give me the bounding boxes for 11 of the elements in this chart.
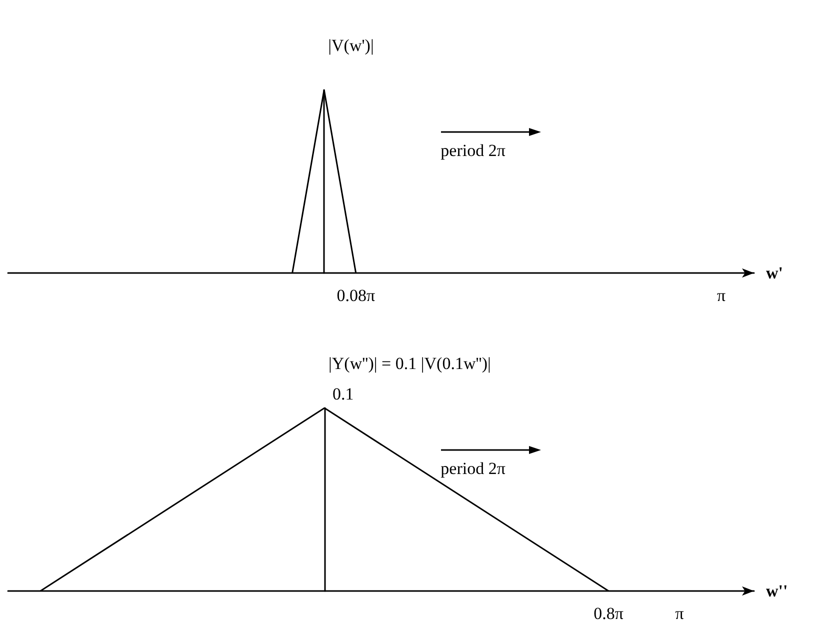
annotation: period 2π xyxy=(440,458,506,478)
x-axis-title: w'' xyxy=(766,582,788,600)
x-axis-title: w' xyxy=(766,264,783,282)
x-tick-label: 0.8π xyxy=(594,604,624,623)
x-tick-label: 0.08π xyxy=(336,286,376,305)
annotation: period 2π xyxy=(440,140,506,160)
x-tick-label: π xyxy=(675,604,684,623)
y-axis-title: |Y(w'')| = 0.1 |V(0.1w'')| xyxy=(328,354,491,373)
x-tick-label: π xyxy=(717,286,726,305)
y-axis-title: |V(w')| xyxy=(328,36,374,55)
data-label: 0.1 xyxy=(332,384,354,404)
